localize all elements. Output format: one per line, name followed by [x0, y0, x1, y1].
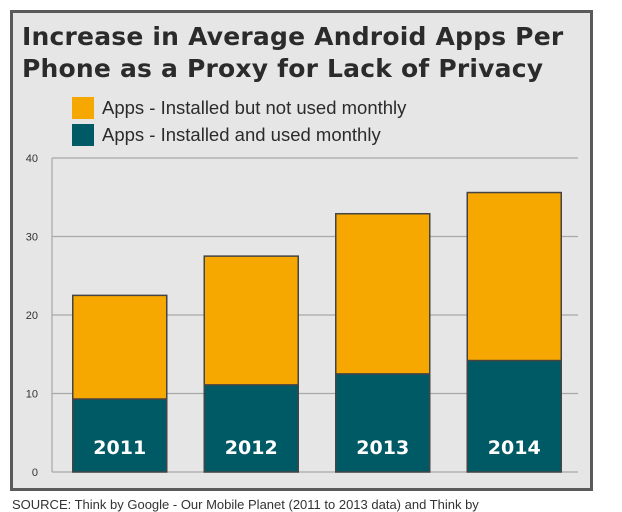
bar-2014-used [466, 359, 562, 473]
legend-swatch-used [72, 124, 94, 146]
category-label-2011: 2011 [93, 437, 146, 459]
y-tick-label-10: 10 [26, 389, 38, 401]
legend-item-not-used: Apps - Installed but not used monthly [72, 96, 406, 120]
bar-2014-not-used [466, 191, 562, 362]
category-label-2014: 2014 [488, 437, 541, 459]
bar-2011-not-used [72, 294, 168, 400]
bar-2013-used [335, 373, 431, 473]
bar-2012-used [203, 384, 299, 473]
chart-title-line-1: Increase in Average Android Apps Per [22, 22, 564, 51]
legend-label-not-used: Apps - Installed but not used monthly [102, 97, 407, 118]
y-tick-label-40: 40 [26, 153, 38, 165]
legend-label-used: Apps - Installed and used monthly [102, 124, 381, 145]
y-tick-label-0: 0 [32, 467, 38, 479]
y-tick-label-20: 20 [26, 310, 38, 322]
chart-title-line-2: Phone as a Proxy for Lack of Privacy [22, 54, 544, 83]
category-label-2013: 2013 [356, 437, 409, 459]
category-label-2012: 2012 [225, 437, 278, 459]
bar-2012-not-used [203, 255, 299, 386]
y-tick-label-30: 30 [26, 232, 38, 244]
legend-item-used: Apps - Installed and used monthly [72, 123, 381, 147]
bar-2011-used [72, 398, 168, 473]
bar-2013-not-used [335, 212, 431, 375]
source-note: SOURCE: Think by Google - Our Mobile Pla… [12, 497, 479, 512]
legend-swatch-not-used [72, 97, 94, 119]
